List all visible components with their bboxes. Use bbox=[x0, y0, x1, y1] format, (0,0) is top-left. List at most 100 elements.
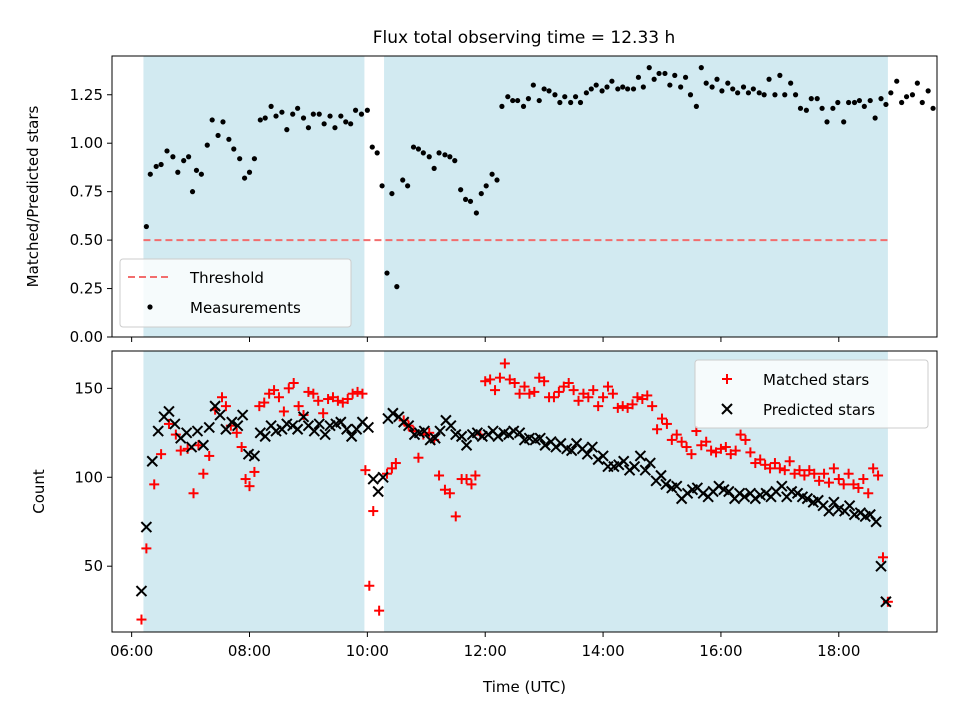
measurement-point bbox=[577, 99, 584, 106]
measurement-point bbox=[782, 92, 788, 98]
predicted-star-point bbox=[455, 430, 468, 443]
matched-star-point bbox=[740, 434, 751, 445]
measurement-point bbox=[369, 144, 375, 150]
matched-star-point bbox=[204, 450, 215, 461]
matched-star-point bbox=[249, 466, 260, 477]
measurement-point bbox=[693, 103, 699, 109]
measurement-point bbox=[321, 121, 327, 127]
x-axis-label: Time (UTC) bbox=[482, 678, 566, 696]
legend-plus-marker bbox=[722, 374, 732, 384]
measurement-point bbox=[756, 90, 762, 96]
predicted-star-point bbox=[209, 400, 221, 412]
shaded-region bbox=[384, 56, 888, 337]
predicted-star-point bbox=[197, 439, 210, 451]
measurement-point bbox=[181, 158, 187, 164]
measurement-point bbox=[473, 210, 479, 216]
bottom-y-axis: 50 100 150 bbox=[74, 379, 112, 575]
measurement-point bbox=[703, 80, 709, 86]
measurement-point bbox=[410, 144, 417, 150]
predicted-star-point bbox=[387, 407, 399, 419]
matched-star-point bbox=[838, 479, 849, 490]
predicted-star-point bbox=[639, 464, 652, 476]
predicted-star-point bbox=[418, 425, 431, 437]
matched-star-point bbox=[823, 477, 834, 488]
matched-star-point bbox=[303, 386, 314, 397]
y-tick-label: 0.00 bbox=[70, 328, 103, 346]
matched-star-point bbox=[269, 385, 280, 396]
measurement-point bbox=[919, 99, 925, 106]
predicted-star-point bbox=[875, 560, 887, 572]
measurement-point bbox=[520, 103, 527, 109]
x-tick-label: 10:00 bbox=[346, 642, 389, 660]
measurement-point bbox=[237, 156, 243, 162]
y-tick-label: 100 bbox=[74, 468, 103, 486]
matched-star-point bbox=[156, 449, 167, 460]
predicted-star-point bbox=[319, 428, 331, 441]
matched-star-point bbox=[514, 388, 525, 399]
matched-star-point bbox=[480, 376, 491, 387]
top-shaded-regions bbox=[143, 56, 888, 337]
measurement-point bbox=[678, 84, 684, 90]
matched-star-point bbox=[318, 408, 329, 419]
measurement-point bbox=[290, 111, 296, 117]
measurement-point bbox=[295, 105, 301, 111]
measurement-point bbox=[625, 86, 631, 92]
predicted-star-point bbox=[191, 425, 204, 437]
matched-star-point bbox=[715, 443, 726, 454]
measurement-point bbox=[803, 107, 809, 113]
measurement-point bbox=[436, 150, 442, 156]
measurement-point bbox=[220, 119, 226, 125]
matched-star-point bbox=[352, 386, 363, 397]
measurement-point bbox=[332, 125, 338, 131]
measurement-point bbox=[903, 94, 910, 100]
measurement-point bbox=[777, 72, 783, 78]
legend-matched-label: Matched stars bbox=[763, 371, 869, 389]
predicted-star-point bbox=[671, 480, 683, 492]
matched-star-point bbox=[563, 378, 574, 389]
measurement-point bbox=[415, 146, 422, 152]
matched-star-point bbox=[494, 372, 505, 383]
matched-star-point bbox=[593, 401, 604, 412]
matched-star-point bbox=[357, 388, 368, 399]
matched-star-point bbox=[568, 385, 579, 396]
matched-star-point bbox=[745, 447, 756, 458]
measurement-point bbox=[405, 183, 411, 189]
predicted-star-point bbox=[513, 427, 526, 439]
matched-star-point bbox=[364, 580, 375, 591]
matched-star-point bbox=[231, 427, 242, 438]
matched-star-point bbox=[774, 463, 785, 474]
measurement-point bbox=[588, 86, 594, 92]
measurement-point bbox=[515, 97, 521, 104]
matched-star-point bbox=[539, 376, 550, 387]
y-tick-label: 50 bbox=[84, 557, 103, 575]
matched-star-point bbox=[313, 395, 324, 406]
measurement-point bbox=[251, 156, 258, 162]
predicted-star-point bbox=[539, 439, 551, 451]
measurement-point bbox=[352, 107, 359, 113]
measurement-point bbox=[400, 177, 406, 183]
matched-star-point bbox=[273, 392, 284, 403]
predicted-star-point bbox=[291, 423, 304, 435]
measurement-point bbox=[745, 90, 752, 96]
measurement-point bbox=[338, 113, 344, 119]
measurement-point bbox=[593, 82, 599, 88]
top-legend-box bbox=[119, 258, 352, 328]
x-tick-label: 12:00 bbox=[464, 642, 507, 660]
predicted-star-point bbox=[581, 448, 594, 460]
x-tick-label: 06:00 bbox=[110, 642, 153, 660]
measurement-point bbox=[788, 80, 794, 86]
matched-star-point bbox=[853, 482, 864, 493]
x-tick-label: 18:00 bbox=[817, 642, 860, 660]
matched-star-point bbox=[490, 385, 501, 396]
predicted-star-point bbox=[297, 411, 310, 423]
matched-star-point bbox=[833, 474, 844, 485]
legend-threshold-label: Threshold bbox=[189, 269, 264, 287]
measurement-point bbox=[147, 171, 153, 177]
measurement-point bbox=[740, 84, 747, 90]
matched-star-point bbox=[877, 552, 888, 563]
measurement-point bbox=[426, 154, 432, 160]
measurement-point bbox=[841, 119, 847, 125]
measurement-point bbox=[505, 94, 511, 100]
y-tick-label: 0.75 bbox=[70, 183, 103, 201]
measurement-point bbox=[305, 125, 312, 131]
